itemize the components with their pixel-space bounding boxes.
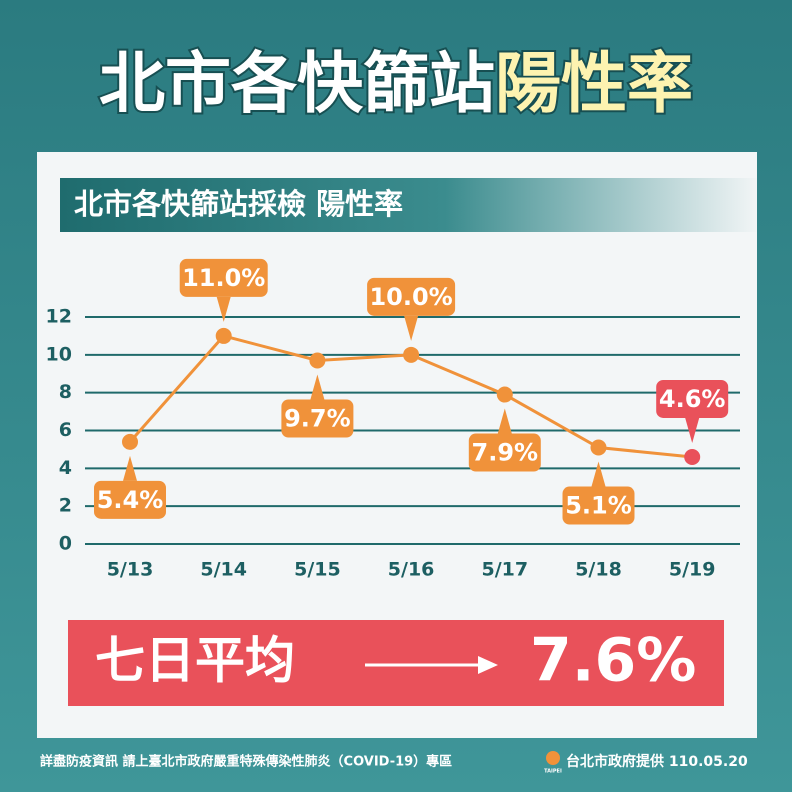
summary-label: 七日平均 — [95, 632, 295, 690]
arrow-head — [478, 656, 498, 674]
callout-pointer — [404, 315, 419, 341]
summary-box — [68, 620, 724, 706]
point — [403, 346, 420, 363]
chart-title: 北市各快篩站採檢 陽性率 — [74, 187, 403, 221]
callout-box — [179, 258, 268, 297]
point — [684, 448, 701, 465]
callout-pointer — [310, 374, 325, 400]
point — [122, 433, 138, 450]
x-tick-label: 5/13 — [107, 559, 154, 581]
data-label: 5.1% — [565, 492, 632, 520]
callout-pointer — [216, 296, 231, 322]
callout-box — [94, 480, 166, 519]
y-tick-label: 4 — [59, 457, 72, 479]
data-label: 7.9% — [472, 439, 539, 467]
title-highlight: 陽性率 — [495, 45, 693, 122]
logo-text: TAIPEI — [544, 769, 562, 775]
data-label: 10.0% — [369, 283, 452, 311]
y-tick-label: 12 — [46, 306, 72, 328]
y-tick-label: 10 — [46, 343, 72, 365]
data-label: 11.0% — [182, 264, 265, 292]
subtitle-banner — [60, 178, 760, 232]
callout-box — [562, 486, 635, 525]
x-tick-label: 5/14 — [200, 559, 247, 581]
point — [496, 386, 513, 403]
y-tick-label: 8 — [59, 381, 72, 403]
callout-box — [281, 399, 354, 438]
summary-value: 7.6% — [530, 626, 696, 696]
callout-pointer — [685, 417, 700, 443]
x-tick-label: 5/18 — [575, 559, 622, 581]
footer-credit: 台北市政府提供 110.05.20 — [566, 753, 748, 770]
footer-note: 詳盡防疫資訊 請上臺北市政府嚴重特殊傳染性肺炎（COVID-19）專區 — [40, 754, 452, 770]
point — [309, 352, 326, 369]
callout-box — [468, 433, 541, 472]
data-label: 5.4% — [97, 486, 164, 514]
data-label: 9.7% — [284, 405, 351, 433]
callout-box — [367, 277, 456, 316]
data-label: 4.6% — [659, 385, 726, 413]
logo-icon — [546, 751, 560, 765]
header-title: 北市各快篩站陽性率 — [99, 45, 693, 122]
x-tick-label: 5/15 — [294, 559, 341, 581]
callout-pointer — [591, 461, 606, 487]
title-part: 北市各快篩站 — [99, 45, 495, 122]
callout-pointer — [497, 408, 512, 434]
callout-box — [656, 379, 729, 418]
line-chart: 0 2 4 6 8 10 12 5/13 5/14 5/15 5/16 5/17 5/18 5/19 5.4… — [46, 258, 740, 581]
x-tick-label: 5/17 — [481, 559, 528, 581]
point — [215, 327, 232, 344]
y-tick-label: 2 — [59, 495, 72, 517]
x-tick-label: 5/16 — [388, 559, 435, 581]
point — [590, 439, 607, 456]
x-tick-label: 5/19 — [669, 559, 716, 581]
y-tick-label: 0 — [59, 533, 72, 555]
callout-pointer — [123, 455, 137, 481]
y-tick-label: 6 — [59, 419, 72, 441]
